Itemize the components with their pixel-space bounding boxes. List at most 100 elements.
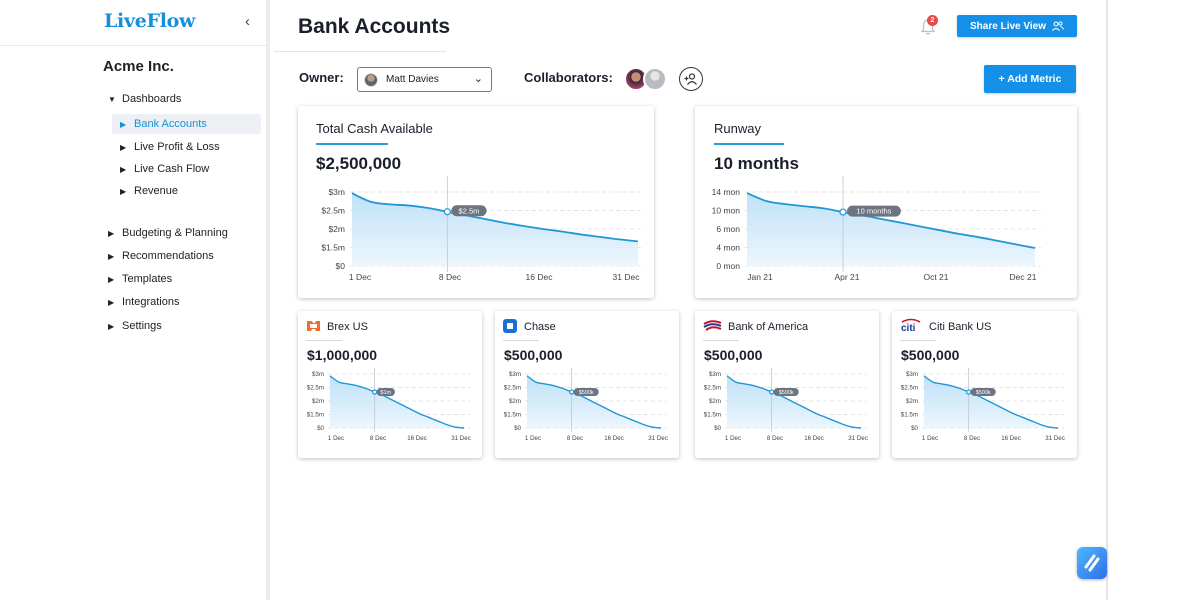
sidebar-item-revenue[interactable]: ▶ Revenue — [120, 181, 178, 201]
area-fill — [330, 375, 464, 428]
owner-avatar — [364, 72, 378, 87]
runway-chart: 0 mon 4 mon 6 mon 10 mon 14 mon Jan 21 Apr 21 O… — [712, 176, 1041, 282]
area-fill — [352, 193, 638, 266]
add-collaborator-button[interactable] — [679, 67, 703, 91]
chase-chart: $0 $1.5m $2m $2.5m $3m 1 Dec 8 Dec 16 Dec 31 Dec… — [504, 368, 668, 442]
title-divider — [274, 51, 446, 52]
caret-right-icon: ▶ — [108, 228, 115, 238]
y-tick-label: $0 — [911, 425, 918, 432]
sidebar-item-label: Bank Accounts — [134, 118, 207, 130]
sidebar-item-label: Dashboards — [122, 93, 182, 105]
x-tick-label: 1 Dec — [525, 435, 541, 442]
y-tick-label: $0 — [514, 425, 521, 432]
bank-card-brex[interactable]: Brex US $1,000,000 $0 $1.5m $2m $2.5m $3m 1 D… — [298, 311, 482, 458]
x-tick-label: 1 Dec — [725, 435, 741, 442]
share-live-view-button[interactable]: Share Live View — [957, 15, 1077, 37]
y-tick-label: $0 — [336, 261, 346, 271]
page-title: Bank Accounts — [298, 15, 451, 38]
area-fill — [747, 193, 1035, 266]
bank-title-underline — [703, 340, 739, 341]
sidebar-item-label: Recommendations — [122, 250, 214, 262]
hover-tooltip-label: $500k — [579, 390, 594, 396]
chevron-left-icon[interactable]: ‹ — [245, 13, 250, 30]
x-tick-label: Oct 21 — [923, 272, 948, 282]
collaborator-avatar[interactable] — [643, 67, 667, 91]
sidebar-item-settings[interactable]: ▶ Settings — [108, 316, 162, 336]
hover-tooltip — [573, 388, 599, 396]
x-tick-label: 31 Dec — [848, 435, 868, 442]
sidebar-item-label: Integrations — [122, 296, 180, 308]
x-tick-label: 31 Dec — [613, 272, 641, 282]
citi-logo-icon: citi — [901, 318, 921, 334]
y-tick-label: $3m — [312, 371, 324, 378]
main-content: Bank Accounts 2 Share Live View Owner: M… — [274, 0, 1106, 600]
caret-right-icon: ▶ — [108, 274, 115, 284]
y-tick-label: $3m — [328, 187, 345, 197]
caret-right-icon: ▶ — [108, 251, 115, 261]
card-value: 10 months — [714, 154, 800, 173]
chevron-down-icon: ⌄ — [473, 73, 483, 85]
x-tick-label: Dec 21 — [1010, 272, 1037, 282]
bank-card-bank-of-america[interactable]: Bank of America $500,000 $0 $1.5m $2m $2.5m… — [695, 311, 879, 458]
y-tick-label: 0 mon — [716, 261, 740, 271]
hover-tooltip-label: $500k — [976, 390, 991, 396]
area-fill — [924, 375, 1058, 428]
svg-text:citi: citi — [901, 323, 916, 334]
bank-card-chase[interactable]: Chase $500,000 $0 $1.5m $2m $2.5m $3m 1 Dec 8 … — [495, 311, 679, 458]
caret-right-icon: ▶ — [108, 321, 115, 331]
sidebar-item-integrations[interactable]: ▶ Integrations — [108, 292, 179, 312]
bank-name: Brex US — [327, 321, 368, 333]
sidebar-item-label: Settings — [122, 320, 162, 332]
sidebar-item-dashboards[interactable]: ▼ Dashboards — [108, 89, 181, 109]
help-widget-button[interactable] — [1077, 547, 1107, 579]
x-tick-label: 8 Dec — [567, 435, 583, 442]
card-title-underline — [714, 143, 784, 145]
sidebar-item-live-cash-flow[interactable]: ▶ Live Cash Flow — [120, 159, 209, 179]
total-cash-card[interactable]: Total Cash Available $2,500,000 $0 $1.5m $… — [298, 106, 654, 298]
share-button-label: Share Live View — [970, 20, 1046, 32]
sidebar-item-recommendations[interactable]: ▶ Recommendations — [108, 246, 214, 266]
sidebar-item-budgeting-planning[interactable]: ▶ Budgeting & Planning — [108, 223, 228, 243]
bofa-logo-icon — [703, 320, 722, 331]
hover-tooltip-label: $2.5m — [459, 206, 480, 215]
x-tick-label: 31 Dec — [451, 435, 471, 442]
hover-tooltip — [773, 388, 799, 396]
x-tick-label: 31 Dec — [1045, 435, 1065, 442]
add-user-icon — [684, 73, 697, 85]
owner-dropdown[interactable]: Matt Davies ⌄ — [357, 67, 492, 92]
x-tick-label: 1 Dec — [328, 435, 344, 442]
y-tick-label: $2.5m — [307, 385, 324, 392]
runway-card[interactable]: Runway 10 months 0 mon 4 mon 6 mon 10 mon 14… — [695, 106, 1077, 298]
bank-value: $1,000,000 — [307, 347, 378, 363]
hover-point — [966, 389, 972, 395]
caret-right-icon: ▶ — [120, 142, 127, 152]
bank-title-underline — [503, 340, 539, 341]
bofa-chart: $0 $1.5m $2m $2.5m $3m 1 Dec 8 Dec 16 Dec 31 Dec… — [704, 368, 868, 442]
y-tick-label: $2m — [312, 398, 324, 405]
x-tick-label: 16 Dec — [407, 435, 427, 442]
x-tick-label: 16 Dec — [804, 435, 824, 442]
bank-value: $500,000 — [704, 347, 763, 363]
sidebar-item-templates[interactable]: ▶ Templates — [108, 269, 172, 289]
app-logo: LiveFlow — [104, 10, 196, 32]
y-tick-label: $2m — [509, 398, 521, 405]
y-tick-label: $2m — [709, 398, 721, 405]
bank-card-citi[interactable]: citi Citi Bank US $500,000 $0 $1.5m $2m $2.… — [892, 311, 1077, 458]
x-tick-label: 16 Dec — [526, 272, 554, 282]
caret-right-icon: ▶ — [108, 297, 115, 307]
x-tick-label: 1 Dec — [349, 272, 372, 282]
y-tick-label: $0 — [317, 425, 324, 432]
caret-right-icon: ▶ — [120, 119, 127, 129]
x-tick-label: 8 Dec — [439, 272, 462, 282]
sidebar-item-bank-accounts[interactable]: ▶ Bank Accounts — [112, 114, 261, 134]
add-metric-button[interactable]: + Add Metric — [984, 65, 1076, 93]
x-tick-label: Jan 21 — [747, 272, 773, 282]
bank-value: $500,000 — [504, 347, 563, 363]
sidebar-item-live-profit-loss[interactable]: ▶ Live Profit & Loss — [120, 137, 220, 157]
card-title-underline — [316, 143, 388, 145]
series-line — [923, 375, 1059, 429]
card-title: Total Cash Available — [316, 121, 433, 136]
x-tick-label: 8 Dec — [964, 435, 980, 442]
hover-point — [443, 208, 451, 216]
